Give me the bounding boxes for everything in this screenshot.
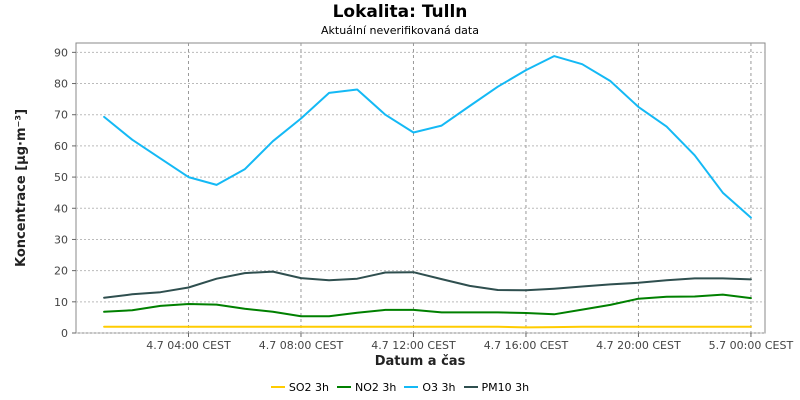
y-tick-label: 20 — [54, 265, 68, 278]
x-tick-label: 4.7 08:00 CEST — [259, 339, 344, 352]
y-tick-label: 60 — [54, 140, 68, 153]
x-tick-label: 5.7 00:00 CEST — [709, 339, 794, 352]
series-lines — [103, 55, 752, 329]
y-tick-label: 90 — [54, 46, 68, 59]
legend-label: NO2 3h — [355, 381, 397, 394]
legend-swatch — [463, 386, 478, 388]
legend-item[interactable]: O3 3h — [404, 381, 456, 394]
y-axis-ticks: 0 10 20 30 40 50 60 70 80 90 — [54, 46, 76, 340]
series-line-no2-3h — [103, 293, 752, 318]
legend-item[interactable]: SO2 3h — [270, 381, 330, 394]
x-tick-label: 4.7 16:00 CEST — [484, 339, 569, 352]
y-tick-label: 50 — [54, 171, 68, 184]
legend-swatch — [270, 386, 285, 388]
x-tick-label: 4.7 04:00 CEST — [146, 339, 231, 352]
legend-label: O3 3h — [422, 381, 456, 394]
x-tick-label: 4.7 20:00 CEST — [596, 339, 681, 352]
series-line-o3-3h — [103, 55, 752, 219]
legend-swatch — [404, 386, 419, 388]
chart-title: Lokalita: Tulln — [332, 2, 468, 22]
legend-swatch — [337, 386, 352, 388]
grid-lines — [76, 43, 765, 334]
legend-item[interactable]: NO2 3h — [337, 381, 396, 394]
y-tick-label: 80 — [54, 78, 68, 91]
legend-label: PM10 3h — [481, 381, 530, 394]
x-axis-ticks: 4.7 04:00 CEST 4.7 08:00 CEST 4.7 12:00 CE… — [146, 333, 793, 352]
plot-area — [75, 42, 766, 334]
y-tick-label: 30 — [54, 233, 68, 246]
y-axis-label: Koncentrace [µg·m⁻³] — [14, 109, 29, 267]
x-axis-label: Datum a čas — [375, 354, 466, 369]
y-tick-label: 70 — [54, 109, 68, 122]
legend-item[interactable]: PM10 3h — [463, 381, 530, 394]
series-line-pm10-3h — [103, 270, 752, 299]
y-tick-label: 40 — [54, 202, 68, 215]
legend-label: SO2 3h — [288, 381, 330, 394]
chart-subtitle: Aktuální neverifikovaná data — [321, 24, 479, 37]
legend: SO2 3h NO2 3h O3 3h PM10 3h — [0, 381, 800, 394]
y-tick-label: 10 — [54, 296, 68, 309]
line-chart: 0 10 20 30 40 50 60 70 80 90 4.7 04:00 CEST 4.7 08… — [14, 42, 793, 369]
series-line-so2-3h — [103, 325, 752, 329]
y-tick-label: 0 — [61, 327, 68, 340]
x-tick-label: 4.7 12:00 CEST — [371, 339, 456, 352]
